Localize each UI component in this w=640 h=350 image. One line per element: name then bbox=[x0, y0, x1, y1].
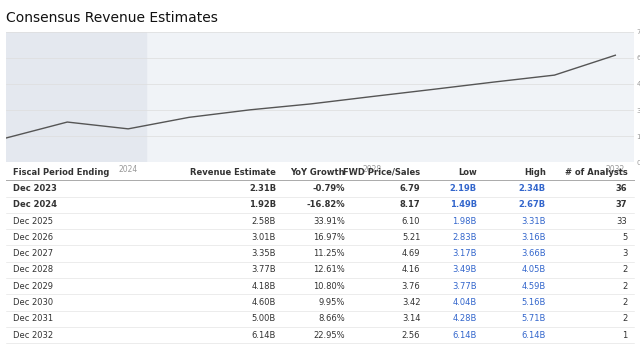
Text: 3.76: 3.76 bbox=[402, 282, 420, 291]
Bar bbox=[6, 32, 147, 162]
Text: 1.92B: 1.92B bbox=[249, 200, 276, 209]
Text: 3: 3 bbox=[622, 249, 627, 258]
Text: 3.66B: 3.66B bbox=[521, 249, 546, 258]
Text: 2.58B: 2.58B bbox=[252, 217, 276, 225]
Text: 6.14B: 6.14B bbox=[522, 331, 546, 340]
Text: Dec 2028: Dec 2028 bbox=[13, 265, 52, 274]
Text: 6.14B: 6.14B bbox=[252, 331, 276, 340]
Text: -16.82%: -16.82% bbox=[307, 200, 345, 209]
Text: 12.61%: 12.61% bbox=[314, 265, 345, 274]
Text: 6.79: 6.79 bbox=[400, 184, 420, 193]
Text: Dec 2027: Dec 2027 bbox=[13, 249, 52, 258]
Text: 3.17B: 3.17B bbox=[452, 249, 477, 258]
Text: 3.31B: 3.31B bbox=[522, 217, 546, 225]
Text: Dec 2030: Dec 2030 bbox=[13, 298, 52, 307]
Text: 22.95%: 22.95% bbox=[314, 331, 345, 340]
Text: Fiscal Period Ending: Fiscal Period Ending bbox=[13, 168, 109, 177]
Text: 10.80%: 10.80% bbox=[314, 282, 345, 291]
Text: -0.79%: -0.79% bbox=[312, 184, 345, 193]
Text: 1.49B: 1.49B bbox=[450, 200, 477, 209]
Text: Consensus Revenue Estimates: Consensus Revenue Estimates bbox=[6, 10, 218, 25]
Text: 3.14: 3.14 bbox=[402, 314, 420, 323]
Text: 2.56: 2.56 bbox=[402, 331, 420, 340]
Text: Dec 2031: Dec 2031 bbox=[13, 314, 52, 323]
Text: 16.97%: 16.97% bbox=[313, 233, 345, 242]
Text: 6.14B: 6.14B bbox=[452, 331, 477, 340]
Text: Dec 2032: Dec 2032 bbox=[13, 331, 52, 340]
Text: Dec 2026: Dec 2026 bbox=[13, 233, 52, 242]
Text: 4.59B: 4.59B bbox=[522, 282, 546, 291]
Text: 2: 2 bbox=[622, 265, 627, 274]
Text: Dec 2024: Dec 2024 bbox=[13, 200, 57, 209]
Text: Dec 2029: Dec 2029 bbox=[13, 282, 52, 291]
Text: 36: 36 bbox=[616, 184, 627, 193]
Text: 5.16B: 5.16B bbox=[522, 298, 546, 307]
Text: 4.69: 4.69 bbox=[402, 249, 420, 258]
Text: 2.67B: 2.67B bbox=[518, 200, 546, 209]
Text: 1.98B: 1.98B bbox=[452, 217, 477, 225]
Text: 3.42: 3.42 bbox=[402, 298, 420, 307]
Text: 5.21: 5.21 bbox=[402, 233, 420, 242]
Text: 5: 5 bbox=[622, 233, 627, 242]
Text: 37: 37 bbox=[616, 200, 627, 209]
Text: 3.77B: 3.77B bbox=[252, 265, 276, 274]
Text: FWD Price/Sales: FWD Price/Sales bbox=[343, 168, 420, 177]
Text: 33.91%: 33.91% bbox=[313, 217, 345, 225]
Text: # of Analysts: # of Analysts bbox=[564, 168, 627, 177]
Text: 5.00B: 5.00B bbox=[252, 314, 276, 323]
Text: 4.04B: 4.04B bbox=[452, 298, 477, 307]
Text: 1: 1 bbox=[622, 331, 627, 340]
Text: 2: 2 bbox=[622, 282, 627, 291]
Text: 6.10: 6.10 bbox=[402, 217, 420, 225]
Text: YoY Growth: YoY Growth bbox=[291, 168, 345, 177]
Text: 3.77B: 3.77B bbox=[452, 282, 477, 291]
Text: 2.34B: 2.34B bbox=[518, 184, 546, 193]
Text: 4.28B: 4.28B bbox=[452, 314, 477, 323]
Text: 3.35B: 3.35B bbox=[252, 249, 276, 258]
Text: 4.18B: 4.18B bbox=[252, 282, 276, 291]
Text: 5.71B: 5.71B bbox=[522, 314, 546, 323]
Text: Dec 2025: Dec 2025 bbox=[13, 217, 52, 225]
Text: 4.05B: 4.05B bbox=[522, 265, 546, 274]
Text: 2: 2 bbox=[622, 314, 627, 323]
Text: 2.31B: 2.31B bbox=[249, 184, 276, 193]
Text: 4.16: 4.16 bbox=[402, 265, 420, 274]
Text: 8.66%: 8.66% bbox=[318, 314, 345, 323]
Text: Revenue Estimate: Revenue Estimate bbox=[190, 168, 276, 177]
Text: High: High bbox=[524, 168, 546, 177]
Text: 3.16B: 3.16B bbox=[522, 233, 546, 242]
Text: Dec 2023: Dec 2023 bbox=[13, 184, 56, 193]
Text: 2.19B: 2.19B bbox=[450, 184, 477, 193]
Text: 33: 33 bbox=[616, 217, 627, 225]
Text: 2: 2 bbox=[622, 298, 627, 307]
Text: 9.95%: 9.95% bbox=[319, 298, 345, 307]
Text: Low: Low bbox=[458, 168, 477, 177]
Text: 3.01B: 3.01B bbox=[252, 233, 276, 242]
Text: 8.17: 8.17 bbox=[400, 200, 420, 209]
Text: 2.83B: 2.83B bbox=[452, 233, 477, 242]
Text: 11.25%: 11.25% bbox=[314, 249, 345, 258]
Text: 4.60B: 4.60B bbox=[252, 298, 276, 307]
Text: 3.49B: 3.49B bbox=[452, 265, 477, 274]
